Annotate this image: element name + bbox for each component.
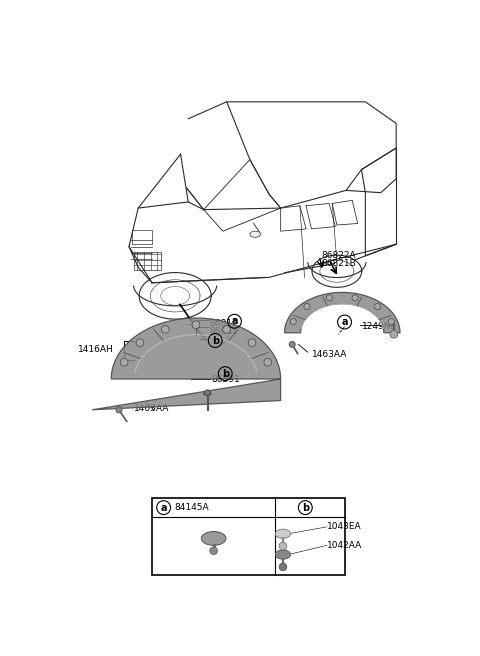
Bar <box>152 499 345 575</box>
Circle shape <box>264 358 272 366</box>
Text: 86811: 86811 <box>209 327 238 336</box>
Circle shape <box>248 338 256 346</box>
Polygon shape <box>92 318 281 410</box>
Ellipse shape <box>250 231 261 237</box>
Circle shape <box>374 304 381 310</box>
Text: 86591: 86591 <box>211 375 240 384</box>
Ellipse shape <box>275 529 291 539</box>
Circle shape <box>289 341 295 348</box>
Circle shape <box>279 543 287 550</box>
Polygon shape <box>285 293 400 333</box>
Text: b: b <box>212 335 219 346</box>
Text: 86821B: 86821B <box>322 259 356 268</box>
Text: a: a <box>231 316 238 326</box>
Text: b: b <box>302 502 309 512</box>
Circle shape <box>136 338 144 346</box>
Text: 86812: 86812 <box>209 319 238 328</box>
Circle shape <box>290 319 296 325</box>
Circle shape <box>116 407 122 413</box>
Circle shape <box>390 331 398 338</box>
Circle shape <box>388 319 395 325</box>
Circle shape <box>210 547 217 554</box>
Circle shape <box>192 321 200 329</box>
Text: 1416AH: 1416AH <box>78 345 114 354</box>
Circle shape <box>120 358 128 366</box>
Text: 1463AA: 1463AA <box>134 404 170 413</box>
Text: 86822A: 86822A <box>322 251 356 260</box>
Ellipse shape <box>275 550 291 559</box>
Text: 1463AA: 1463AA <box>312 350 348 359</box>
Circle shape <box>304 304 310 310</box>
Circle shape <box>279 563 287 571</box>
Circle shape <box>161 325 169 333</box>
Circle shape <box>204 390 211 396</box>
Text: b: b <box>222 369 229 379</box>
Circle shape <box>223 325 230 333</box>
Circle shape <box>326 295 333 301</box>
Text: 84145A: 84145A <box>174 503 209 512</box>
Text: a: a <box>341 317 348 327</box>
Text: 1043EA: 1043EA <box>327 522 361 531</box>
Circle shape <box>352 295 358 301</box>
Text: 1042AA: 1042AA <box>327 541 362 550</box>
Text: a: a <box>160 502 167 512</box>
Text: 1249NL: 1249NL <box>361 322 396 331</box>
Ellipse shape <box>201 531 226 545</box>
